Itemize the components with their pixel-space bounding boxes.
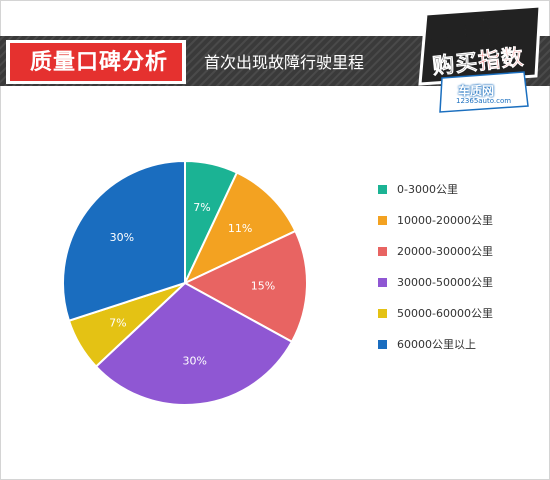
legend-label: 10000-20000公里 — [397, 214, 493, 227]
legend-swatch — [378, 278, 387, 287]
brand-logo — [418, 6, 542, 113]
logo-site-url: 12365auto.com — [456, 97, 512, 105]
legend-label: 30000-50000公里 — [397, 276, 493, 289]
pie-labels: 7% 11% 15% 30% 7% 30% — [109, 201, 275, 368]
legend-swatch — [378, 216, 387, 225]
pie-slice-label-4: 7% — [109, 317, 126, 330]
logo-site-name: 车质网 — [458, 84, 495, 98]
pie-slice-label-5: 30% — [110, 231, 134, 244]
legend-label: 20000-30000公里 — [397, 245, 493, 258]
legend-swatch — [378, 247, 387, 256]
pie-slice-label-1: 11% — [228, 222, 252, 235]
title-badge — [10, 43, 182, 81]
logo-site-plate — [439, 71, 529, 113]
pie-slice-label-0: 7% — [193, 201, 210, 214]
pie-slice-3 — [94, 281, 294, 406]
logo-badge — [418, 6, 542, 86]
legend-swatch — [378, 340, 387, 349]
legend-label: 50000-60000公里 — [397, 307, 493, 320]
pie-slice-label-3: 30% — [183, 354, 207, 367]
legend-swatch — [378, 309, 387, 318]
page-title: 质量口碑分析 — [29, 50, 168, 75]
legend-swatch — [378, 185, 387, 194]
legend-label: 0-3000公里 — [397, 183, 458, 196]
legend-label: 60000公里以上 — [397, 338, 476, 351]
page-subtitle: 首次出现故障行驶里程 — [204, 53, 365, 72]
pie-slice-5 — [62, 159, 186, 322]
pie-slice-1 — [182, 171, 297, 286]
pie-slice-2 — [182, 229, 308, 344]
pie-slice-label-2: 15% — [251, 279, 275, 292]
pie-slices — [62, 159, 308, 406]
